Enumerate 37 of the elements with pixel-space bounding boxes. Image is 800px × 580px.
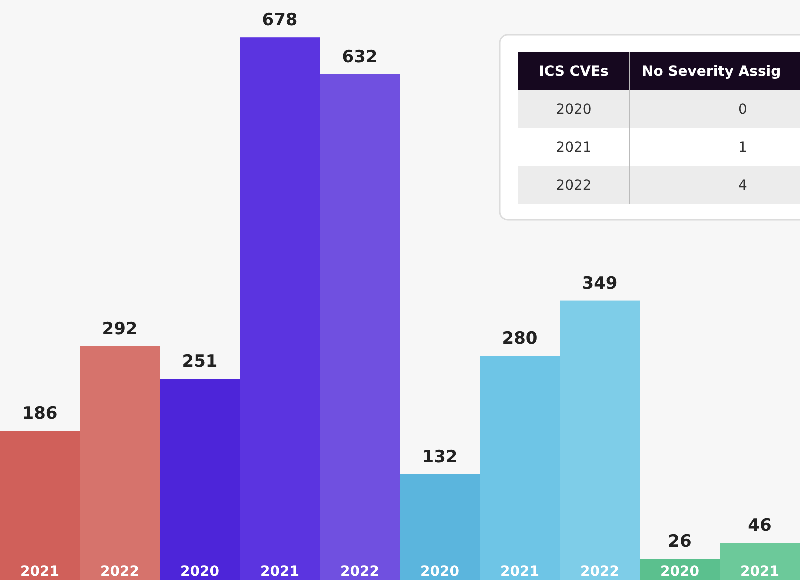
category-label: 2021 <box>556 140 592 156</box>
bar <box>240 38 320 580</box>
x-tick-label: 2021 <box>20 564 60 580</box>
data-label: 632 <box>342 47 378 68</box>
bar <box>400 474 480 580</box>
data-label: 186 <box>22 404 58 424</box>
data-label: 0 <box>738 102 748 118</box>
category-label: 2022 <box>556 178 592 194</box>
data-label: 251 <box>182 352 218 372</box>
x-tick-label: 2022 <box>580 564 620 580</box>
data-label: 26 <box>668 532 692 552</box>
data-label: 678 <box>262 10 298 31</box>
category-label: 2020 <box>556 102 592 118</box>
x-tick-label: 2021 <box>500 564 540 580</box>
x-tick-label: 2022 <box>100 564 140 580</box>
bar <box>0 431 80 580</box>
data-label: 1 <box>738 140 748 156</box>
x-tick-label: 2021 <box>740 564 780 580</box>
data-label: 46 <box>748 516 772 536</box>
text: No Severity Assig <box>642 64 782 80</box>
data-label: 4 <box>738 178 748 194</box>
text: ICS CVEs <box>539 64 609 80</box>
bar <box>720 543 800 580</box>
bar <box>480 356 560 580</box>
x-tick-label: 2020 <box>660 564 700 580</box>
bar <box>160 379 240 580</box>
data-label: 280 <box>502 329 538 349</box>
x-tick-label: 2020 <box>180 564 220 580</box>
x-tick-label: 2022 <box>340 564 380 580</box>
x-tick-label: 2020 <box>420 564 460 580</box>
data-label: 349 <box>582 274 618 294</box>
data-label: 292 <box>102 319 138 340</box>
bar <box>320 74 400 580</box>
bar <box>80 346 160 580</box>
x-tick-label: 2021 <box>260 564 300 580</box>
bar <box>560 300 640 580</box>
data-label: 132 <box>422 447 458 468</box>
